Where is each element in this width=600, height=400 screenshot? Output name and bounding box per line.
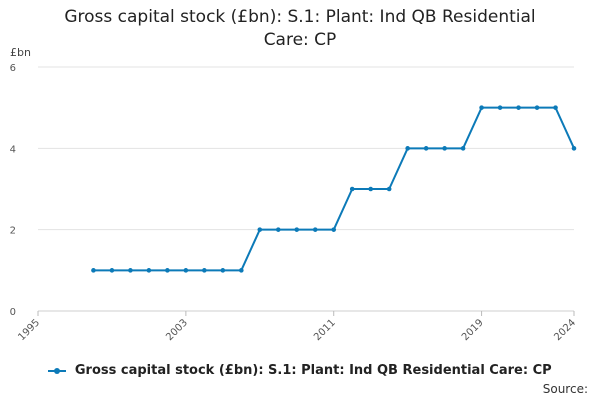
grid-lines — [38, 66, 574, 312]
data-point — [534, 105, 540, 110]
data-point — [312, 227, 318, 232]
x-tick-label: 2003 — [164, 317, 190, 343]
legend-line-marker-icon — [48, 366, 67, 376]
data-point — [294, 227, 300, 232]
data-point — [220, 268, 226, 273]
data-point — [331, 227, 337, 232]
data-point — [442, 146, 447, 151]
data-point — [128, 268, 133, 273]
axes — [37, 310, 575, 316]
data-point — [405, 146, 410, 151]
y-tick-label: 4 — [10, 144, 16, 155]
data-point — [165, 268, 170, 273]
chart-title-line-1: Gross capital stock (£bn): S.1: Plant: I… — [64, 7, 536, 27]
y-axis-label: £bn — [10, 46, 31, 59]
data-point — [423, 146, 429, 151]
data-point — [183, 268, 189, 273]
data-point — [386, 186, 392, 192]
x-tick-label: 2011 — [312, 317, 338, 343]
series-line — [93, 106, 575, 272]
legend-label: Gross capital stock (£bn): S.1: Plant: I… — [74, 363, 552, 378]
x-tick-label: 2019 — [460, 317, 486, 343]
x-tick-label: 2024 — [552, 317, 578, 343]
data-point — [349, 186, 355, 192]
y-tick-label: 6 — [10, 63, 16, 74]
tick-labels: 0 2 4 6 £bn 1995 2003 2011 2019 2024 — [10, 46, 578, 343]
series-group — [91, 105, 577, 273]
legend[interactable]: Gross capital stock (£bn): S.1: Plant: I… — [0, 363, 600, 378]
data-point — [202, 268, 207, 273]
data-point — [553, 105, 558, 110]
data-point — [497, 105, 503, 110]
data-point — [109, 268, 115, 273]
data-point — [479, 105, 484, 110]
data-point — [571, 146, 577, 151]
data-point — [368, 186, 373, 192]
data-point — [91, 268, 96, 273]
data-point — [516, 105, 521, 110]
chart-title-line-2: Care: CP — [263, 30, 337, 50]
data-point — [460, 146, 466, 151]
data-point — [275, 227, 281, 232]
y-tick-label: 2 — [10, 226, 16, 237]
source-label: Source: — [542, 382, 588, 396]
chart-title: Gross capital stock (£bn): S.1: Plant: I… — [0, 6, 600, 52]
data-point — [239, 268, 244, 273]
x-tick-label: 1995 — [16, 317, 42, 343]
y-tick-label: 0 — [10, 307, 16, 318]
data-point — [257, 227, 263, 232]
data-point — [146, 268, 152, 273]
